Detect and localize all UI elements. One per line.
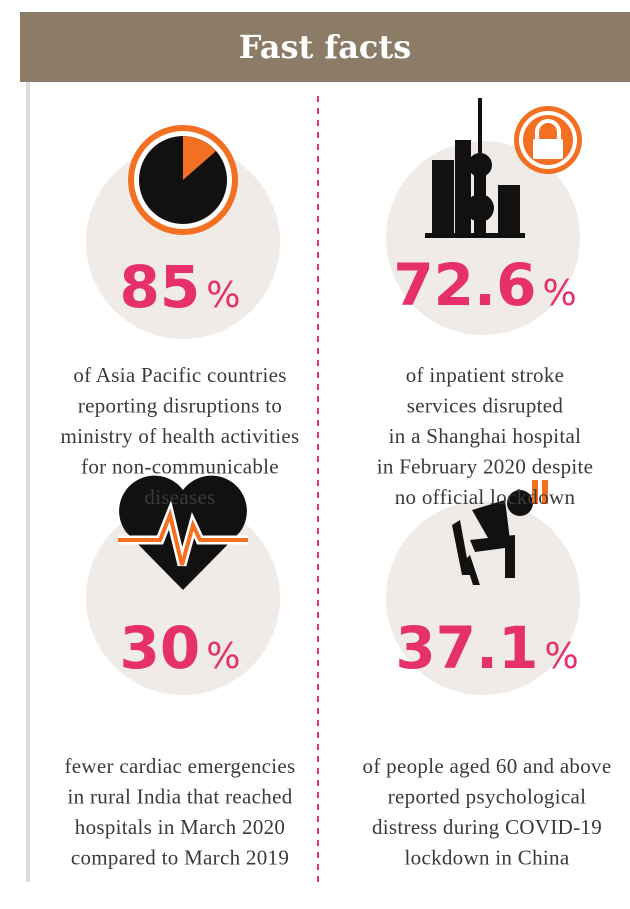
fact-description: reporting disruptions to — [78, 394, 282, 418]
circle-bg — [86, 501, 280, 695]
fact-description: services disrupted — [407, 394, 564, 418]
fact-description: reported psychological — [388, 785, 586, 809]
fact-number: 30% — [120, 614, 241, 682]
fact-description: in rural India that reached — [68, 785, 293, 809]
city-lock-icon — [425, 98, 582, 238]
fact-description: diseases — [144, 485, 215, 509]
fact-description: for non-communicable — [81, 455, 279, 479]
clock-icon — [128, 125, 238, 235]
fact-value: 37.1 — [395, 614, 538, 682]
circle-bg — [386, 501, 580, 695]
fact-description: of people aged 60 and above — [363, 754, 612, 778]
fact-description: in a Shanghai hospital — [389, 424, 582, 448]
fact-number: 37.1% — [395, 614, 578, 682]
fact-description: compared to March 2019 — [71, 846, 289, 870]
fact-description: fewer cardiac emergencies — [65, 754, 296, 778]
heart-icon — [118, 475, 248, 590]
header-title: Fast facts — [239, 28, 411, 66]
fact-unit: % — [206, 275, 240, 316]
fact-number: 72.6% — [393, 251, 576, 319]
fact-description: in February 2020 despite — [377, 455, 594, 479]
fact-description: of inpatient stroke — [406, 363, 565, 387]
fact-value: 85 — [120, 253, 201, 321]
fact-number: 85% — [120, 253, 241, 321]
fact-unit: % — [206, 636, 240, 677]
fact-description: of Asia Pacific countries — [73, 363, 286, 387]
fact-unit: % — [544, 636, 578, 677]
fact-description: lockdown in China — [405, 846, 570, 870]
fact-description: ministry of health activities — [60, 424, 299, 448]
distress-icon — [452, 480, 548, 585]
header-bar — [20, 12, 630, 82]
fact-description: distress during COVID-19 — [372, 815, 602, 839]
fact-unit: % — [542, 273, 576, 314]
fact-value: 72.6 — [393, 251, 536, 319]
fact-value: 30 — [120, 614, 201, 682]
fact-description: no official lockdown — [395, 485, 576, 509]
fact-description: hospitals in March 2020 — [75, 815, 285, 839]
